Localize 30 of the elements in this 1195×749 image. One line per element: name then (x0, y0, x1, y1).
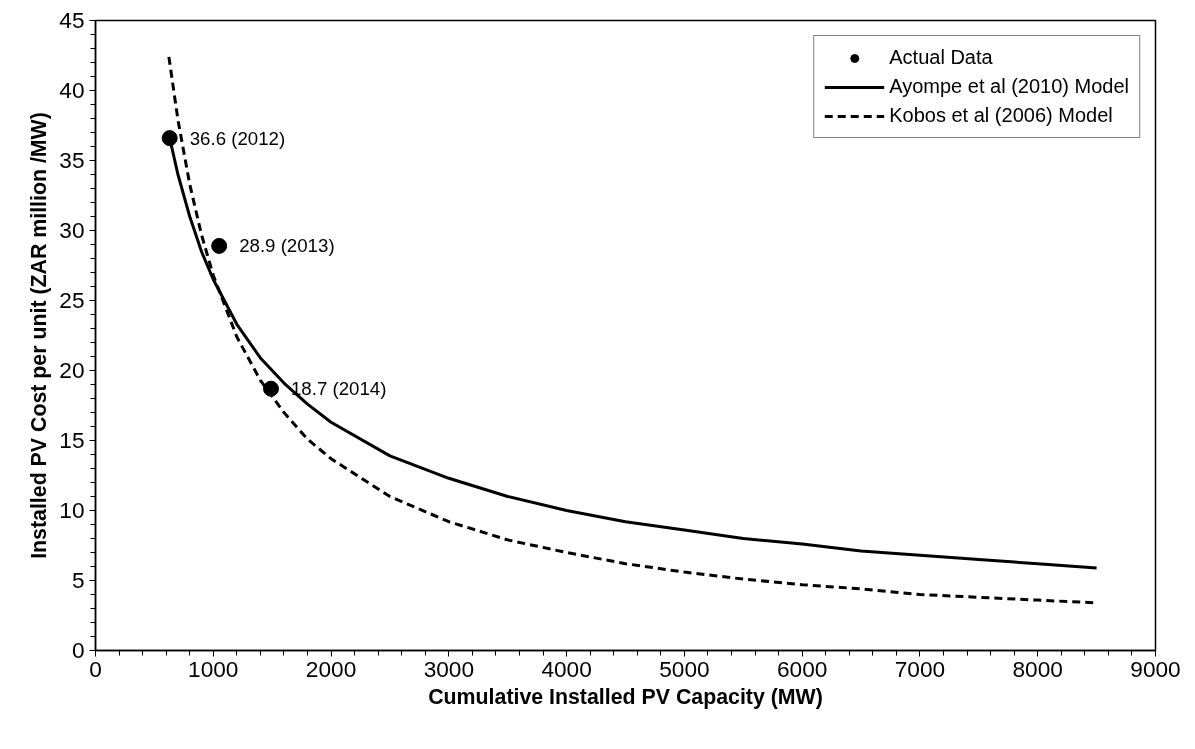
y-tick-label: 5 (71, 567, 85, 593)
y-tick-label: 20 (59, 357, 85, 383)
annotation: 18.7 (2014) (290, 378, 387, 400)
y-tick-label: 45 (59, 7, 85, 33)
legend-label: Ayompe et al (2010) Model (889, 75, 1129, 98)
y-tick-label: 35 (59, 147, 85, 173)
point (161, 130, 178, 147)
x-tick-label: 8000 (1012, 655, 1063, 682)
y-tick-label: 30 (59, 217, 85, 243)
x-tick-label: 6000 (776, 655, 828, 682)
annotation: 28.9 (2013) (239, 235, 335, 257)
legend-label: Actual Data (889, 46, 993, 69)
x-tick-label: 9000 (1130, 655, 1181, 682)
x-axis-title: Cumulative Installed PV Capacity (MW) (428, 684, 823, 709)
y-tick-label: 40 (59, 77, 85, 103)
x-tick-label: 1000 (188, 655, 239, 682)
point (211, 237, 228, 254)
x-tick-label: 4000 (541, 655, 592, 682)
x-tick-label: 2000 (305, 655, 357, 682)
x-tick-label: 5000 (659, 655, 710, 682)
y-tick-label: 10 (59, 497, 85, 523)
x-tick-label: 7000 (894, 655, 946, 682)
x-tick-label: 3000 (423, 655, 475, 682)
y-tick-label: 15 (59, 427, 85, 453)
y-axis-title: Installed PV Cost per unit (ZAR million /MW) (27, 112, 52, 559)
x-tick-label: 0 (89, 655, 102, 682)
y-tick-label: 0 (71, 637, 85, 663)
legend-label: Kobos et al (2006) Model (889, 104, 1113, 127)
y-tick-label: 25 (59, 287, 85, 313)
annotation: 36.6 (2012) (189, 127, 286, 149)
